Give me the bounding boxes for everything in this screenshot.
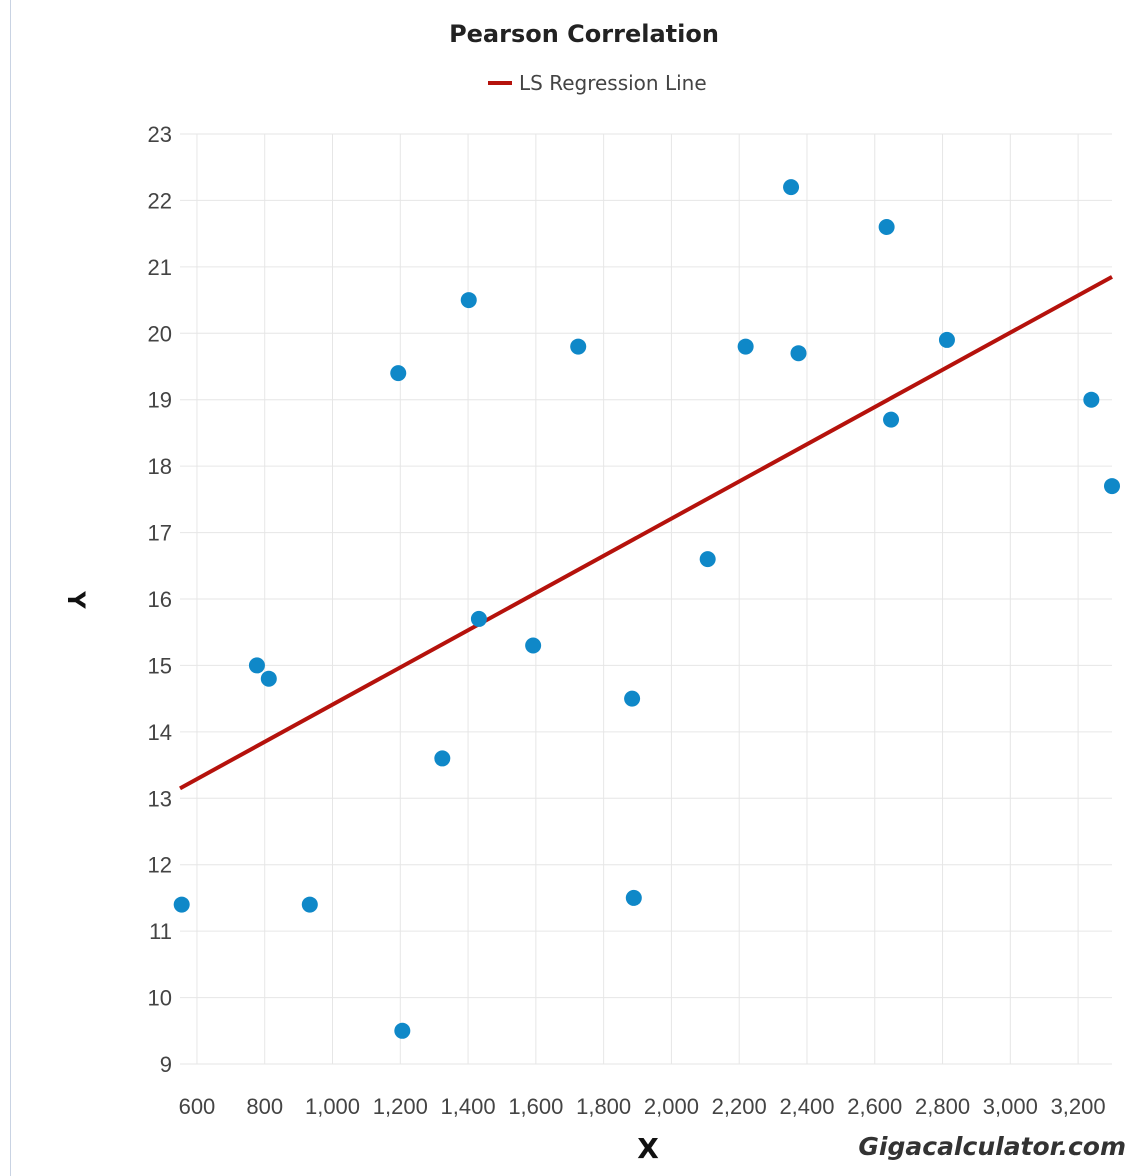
y-tick-label: 14: [148, 720, 172, 745]
y-tick-label: 23: [148, 122, 172, 147]
data-point: [699, 551, 716, 568]
x-tick-label: 800: [246, 1094, 283, 1119]
x-tick-label: 1,600: [508, 1094, 563, 1119]
legend-swatch: [488, 81, 512, 85]
watermark: Gigacalculator.com: [858, 1132, 1126, 1161]
x-tick-label: 3,000: [983, 1094, 1038, 1119]
y-tick-label: 13: [148, 786, 172, 811]
y-tick-label: 11: [149, 919, 172, 944]
y-tick-label: 19: [148, 388, 172, 413]
y-tick-label: 18: [148, 454, 172, 479]
x-tick-label: 1,800: [576, 1094, 631, 1119]
y-tick-label: 9: [160, 1052, 172, 1077]
x-tick-label: 1,200: [373, 1094, 428, 1119]
legend[interactable]: LS Regression Line: [488, 70, 707, 96]
x-tick-label: 2,800: [915, 1094, 970, 1119]
y-tick-label: 12: [148, 853, 172, 878]
data-point: [938, 331, 955, 348]
data-point: [790, 345, 807, 362]
data-point: [624, 690, 641, 707]
data-point: [390, 365, 407, 382]
data-point: [783, 179, 800, 196]
regression-line: [179, 275, 1113, 791]
data-point: [173, 896, 190, 913]
y-tick-label: 10: [148, 986, 172, 1011]
x-tick-label: 2,600: [847, 1094, 902, 1119]
y-tick-label: 21: [148, 255, 172, 280]
y-tick-label: 22: [148, 188, 172, 213]
data-point: [525, 637, 542, 654]
data-point: [460, 292, 477, 309]
data-point: [1104, 478, 1120, 495]
left-border: [10, 0, 11, 1176]
data-point: [878, 219, 895, 235]
x-tick-label: 2,400: [779, 1094, 834, 1119]
data-point: [301, 896, 318, 913]
y-tick-label: 20: [148, 321, 172, 346]
data-point: [248, 657, 265, 674]
y-tick-label: 16: [148, 587, 172, 612]
data-point: [625, 889, 642, 906]
x-tick-label: 2,000: [644, 1094, 699, 1119]
x-tick-label: 2,200: [712, 1094, 767, 1119]
x-tick-label: 1,400: [441, 1094, 496, 1119]
x-tick-label: 3,200: [1051, 1094, 1106, 1119]
data-point: [570, 338, 587, 355]
legend-label: LS Regression Line: [519, 71, 707, 95]
y-tick-label: 15: [148, 653, 172, 678]
y-tick-label: 17: [148, 521, 172, 546]
x-tick-label: 1,000: [305, 1094, 360, 1119]
x-tick-label: 600: [179, 1094, 216, 1119]
x-axis-title: X: [637, 1132, 659, 1165]
data-point: [470, 610, 487, 627]
y-axis-title: Y: [62, 591, 90, 609]
data-point: [434, 750, 451, 767]
data-point: [737, 338, 754, 355]
data-point: [883, 411, 900, 428]
data-point: [260, 670, 277, 687]
data-point: [1083, 391, 1100, 408]
chart-title: Pearson Correlation: [449, 20, 719, 48]
data-point: [394, 1022, 411, 1039]
